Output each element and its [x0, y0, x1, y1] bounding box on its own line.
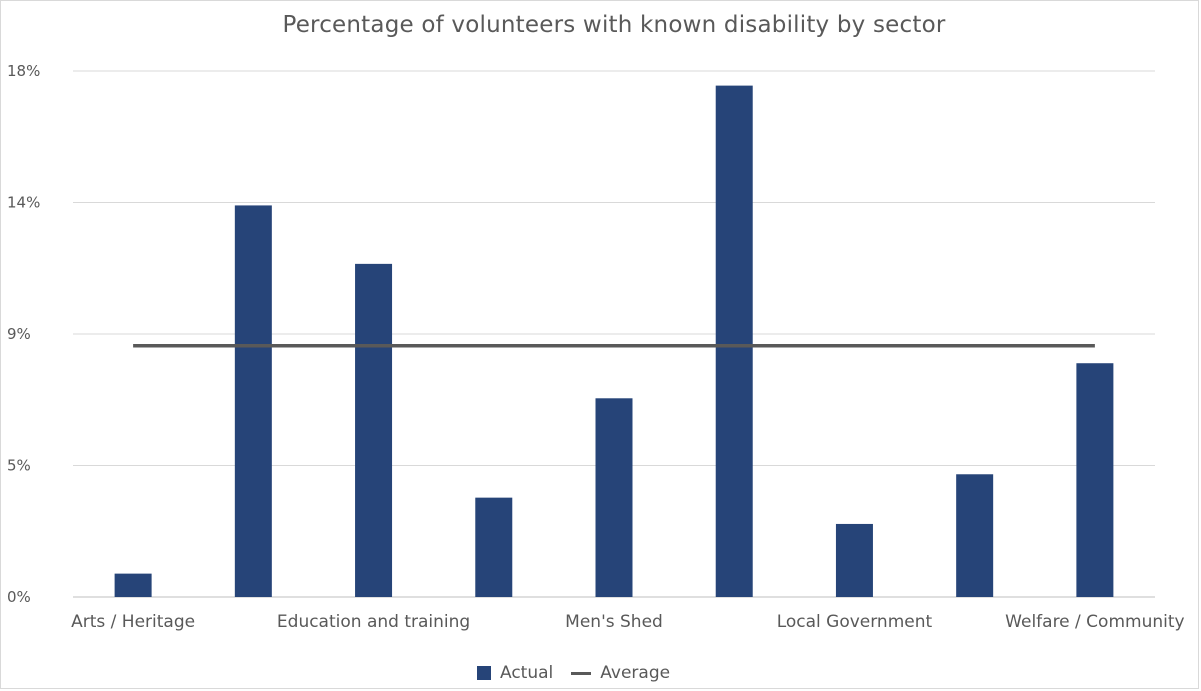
y-tick-label: 14% — [7, 194, 40, 212]
x-tick-label: Local Government — [777, 612, 933, 632]
bar-actual — [115, 574, 152, 597]
x-tick-label: Welfare / Community — [1005, 612, 1184, 632]
bar-actual — [836, 524, 873, 597]
x-tick-label: Arts / Heritage — [71, 612, 195, 632]
y-tick-label: 18% — [7, 62, 40, 80]
bar-actual — [235, 205, 272, 597]
legend-swatch-average — [571, 672, 591, 675]
y-tick-label: 9% — [7, 325, 31, 343]
x-tick-label: Men's Shed — [565, 612, 663, 632]
legend-swatch-actual — [477, 666, 491, 680]
bar-actual — [956, 474, 993, 597]
x-tick-label: Education and training — [277, 612, 470, 632]
legend-label-actual: Actual — [500, 663, 553, 683]
y-tick-label: 5% — [7, 457, 31, 475]
legend-label-average: Average — [600, 663, 670, 683]
y-tick-label: 0% — [7, 588, 31, 606]
bar-actual — [475, 498, 512, 597]
bar-actual — [716, 86, 753, 597]
bar-actual — [355, 264, 392, 597]
bar-actual — [596, 398, 633, 597]
chart-legend: Actual Average — [477, 663, 670, 683]
bar-actual — [1076, 363, 1113, 597]
